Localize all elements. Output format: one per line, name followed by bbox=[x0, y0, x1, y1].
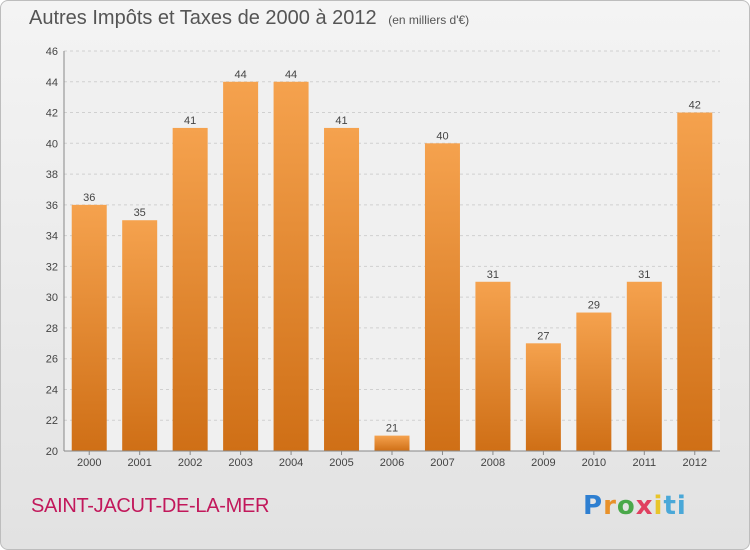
bar-2004 bbox=[273, 81, 309, 452]
x-tick-label: 2009 bbox=[531, 457, 555, 469]
bar-2011 bbox=[626, 281, 662, 451]
bar-2010 bbox=[576, 312, 612, 451]
y-tick-label: 42 bbox=[46, 108, 58, 120]
chart-title-text: Autres Impôts et Taxes de 2000 à 2012 bbox=[29, 7, 377, 29]
y-tick-label: 20 bbox=[46, 446, 58, 458]
data-label: 41 bbox=[184, 115, 196, 127]
data-label: 36 bbox=[83, 192, 95, 204]
axes: 20 22 24 26 28 30 32 34 36 38 40 42 44 46 2000 2001 2002… bbox=[46, 46, 720, 469]
y-tick-label: 40 bbox=[46, 138, 58, 150]
data-label: 31 bbox=[487, 269, 499, 281]
x-tick-label: 2002 bbox=[178, 457, 202, 469]
x-tick-label: 2010 bbox=[582, 457, 606, 469]
bar-2003 bbox=[223, 81, 259, 452]
bar-2006 bbox=[374, 435, 410, 451]
y-tick-label: 38 bbox=[46, 169, 58, 181]
bar-2012 bbox=[677, 112, 713, 452]
bar-2002 bbox=[172, 127, 208, 451]
bars bbox=[71, 81, 713, 452]
x-tick-label: 2004 bbox=[279, 457, 303, 469]
x-tick-label: 2008 bbox=[481, 457, 505, 469]
grid-lines bbox=[64, 50, 720, 452]
bar-2001 bbox=[122, 220, 158, 451]
y-tick-label: 36 bbox=[46, 200, 58, 212]
x-tick-label: 2005 bbox=[329, 457, 353, 469]
y-tick-label: 24 bbox=[46, 384, 58, 396]
bar-2000 bbox=[71, 204, 107, 451]
data-label: 31 bbox=[638, 269, 650, 281]
y-tick-label: 30 bbox=[46, 292, 58, 304]
bar-2009 bbox=[525, 343, 561, 451]
bar-2007 bbox=[424, 143, 460, 452]
data-label: 42 bbox=[689, 100, 701, 112]
y-tick-label: 26 bbox=[46, 354, 58, 366]
x-tick-label: 2001 bbox=[127, 457, 151, 469]
data-label: 41 bbox=[335, 115, 347, 127]
bar-2005 bbox=[324, 127, 360, 451]
x-tick-label: 2000 bbox=[77, 457, 101, 469]
chart-title: Autres Impôts et Taxes de 2000 à 2012 (e… bbox=[29, 7, 469, 30]
data-label: 27 bbox=[537, 330, 549, 342]
data-label: 21 bbox=[386, 423, 398, 435]
x-tick-label: 2012 bbox=[683, 457, 707, 469]
bar-2008 bbox=[475, 281, 511, 451]
y-tick-label: 22 bbox=[46, 415, 58, 427]
x-tick-label: 2011 bbox=[632, 457, 656, 469]
data-label: 44 bbox=[285, 69, 297, 81]
x-tick-label: 2006 bbox=[380, 457, 404, 469]
data-label: 40 bbox=[436, 130, 448, 142]
data-label: 35 bbox=[134, 207, 146, 219]
x-tick-label: 2003 bbox=[228, 457, 252, 469]
chart-unit: (en milliers d'€) bbox=[388, 13, 470, 27]
data-labels: 36 35 41 44 44 41 21 40 31 27 29 31 42 bbox=[83, 69, 701, 435]
y-tick-label: 34 bbox=[46, 231, 58, 243]
y-tick-label: 44 bbox=[46, 77, 58, 89]
y-tick-label: 28 bbox=[46, 323, 58, 335]
plot-area bbox=[64, 51, 720, 451]
y-tick-label: 32 bbox=[46, 261, 58, 273]
proxiti-logo: Proxiti bbox=[583, 491, 687, 521]
x-tick-label: 2007 bbox=[430, 457, 454, 469]
y-tick-label: 46 bbox=[46, 46, 58, 58]
data-label: 44 bbox=[234, 69, 246, 81]
data-label: 29 bbox=[588, 300, 600, 312]
commune-name: SAINT-JACUT-DE-LA-MER bbox=[31, 495, 270, 517]
